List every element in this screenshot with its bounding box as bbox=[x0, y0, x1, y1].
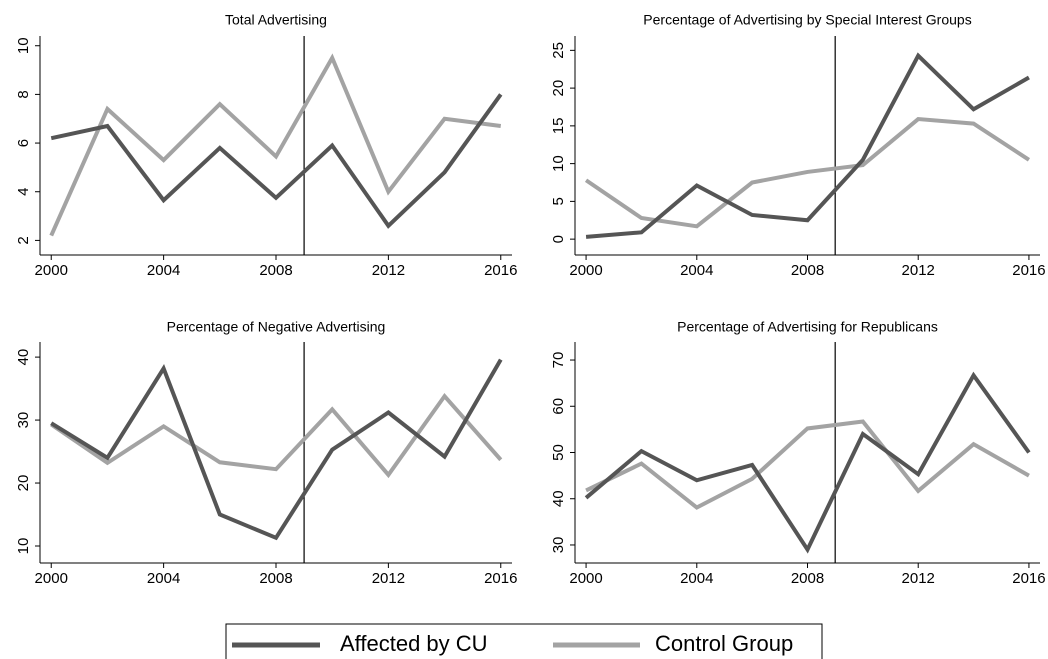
series-line bbox=[584, 117, 1031, 229]
x-tick-label: 2012 bbox=[372, 570, 405, 587]
y-tick-label: 40 bbox=[550, 490, 567, 507]
x-tick-label: 2016 bbox=[484, 570, 517, 587]
y-tick-label: 20 bbox=[15, 475, 32, 492]
x-tick-label: 2008 bbox=[791, 262, 824, 279]
chart-title: Total Advertising bbox=[225, 12, 327, 28]
series-line bbox=[585, 419, 1030, 510]
x-tick-label: 2008 bbox=[259, 262, 292, 279]
y-tick-label: 4 bbox=[15, 188, 32, 196]
x-tick-label: 2008 bbox=[791, 570, 824, 587]
series-line bbox=[584, 371, 1031, 554]
y-tick-label: 8 bbox=[15, 90, 32, 98]
y-tick-label: 10 bbox=[15, 37, 32, 54]
y-tick-label: 10 bbox=[15, 538, 32, 555]
x-tick-label: 2004 bbox=[680, 262, 713, 279]
y-tick-label: 20 bbox=[550, 80, 567, 97]
y-tick-label: 2 bbox=[15, 236, 32, 244]
chart-title: Percentage of Advertising by Special Int… bbox=[643, 12, 971, 28]
legend-label: Control Group bbox=[655, 631, 793, 656]
x-tick-label: 2000 bbox=[35, 570, 68, 587]
series-line bbox=[50, 392, 503, 479]
y-tick-label: 30 bbox=[15, 412, 32, 429]
x-tick-label: 2012 bbox=[372, 262, 405, 279]
x-tick-label: 2000 bbox=[569, 262, 602, 279]
y-tick-label: 5 bbox=[550, 197, 567, 205]
x-tick-label: 2012 bbox=[902, 262, 935, 279]
x-tick-label: 2016 bbox=[484, 262, 517, 279]
y-tick-label: 10 bbox=[550, 155, 567, 172]
y-tick-label: 70 bbox=[550, 352, 567, 369]
x-tick-label: 2004 bbox=[147, 262, 180, 279]
series-line bbox=[50, 358, 503, 541]
y-tick-label: 25 bbox=[550, 42, 567, 59]
x-tick-label: 2004 bbox=[680, 570, 713, 587]
series-line bbox=[49, 53, 502, 237]
series-line bbox=[585, 52, 1030, 239]
y-tick-label: 50 bbox=[550, 444, 567, 461]
legend-box bbox=[225, 623, 823, 659]
x-tick-label: 2000 bbox=[569, 570, 602, 587]
x-tick-label: 2004 bbox=[147, 570, 180, 587]
y-tick-label: 6 bbox=[15, 139, 32, 147]
y-tick-label: 15 bbox=[550, 118, 567, 135]
y-tick-label: 30 bbox=[550, 537, 567, 554]
x-tick-label: 2016 bbox=[1012, 262, 1045, 279]
legend-label: Affected by CU bbox=[340, 631, 488, 656]
y-tick-label: 60 bbox=[550, 398, 567, 415]
x-tick-label: 2008 bbox=[259, 570, 292, 587]
chart-title: Percentage of Advertising for Republican… bbox=[677, 319, 938, 335]
x-tick-label: 2012 bbox=[902, 570, 935, 587]
x-tick-label: 2000 bbox=[35, 262, 68, 279]
x-tick-label: 2016 bbox=[1012, 570, 1045, 587]
chart-title: Percentage of Negative Advertising bbox=[167, 319, 386, 335]
series-line bbox=[50, 93, 503, 229]
y-tick-label: 0 bbox=[550, 235, 567, 243]
y-tick-label: 40 bbox=[15, 349, 32, 366]
